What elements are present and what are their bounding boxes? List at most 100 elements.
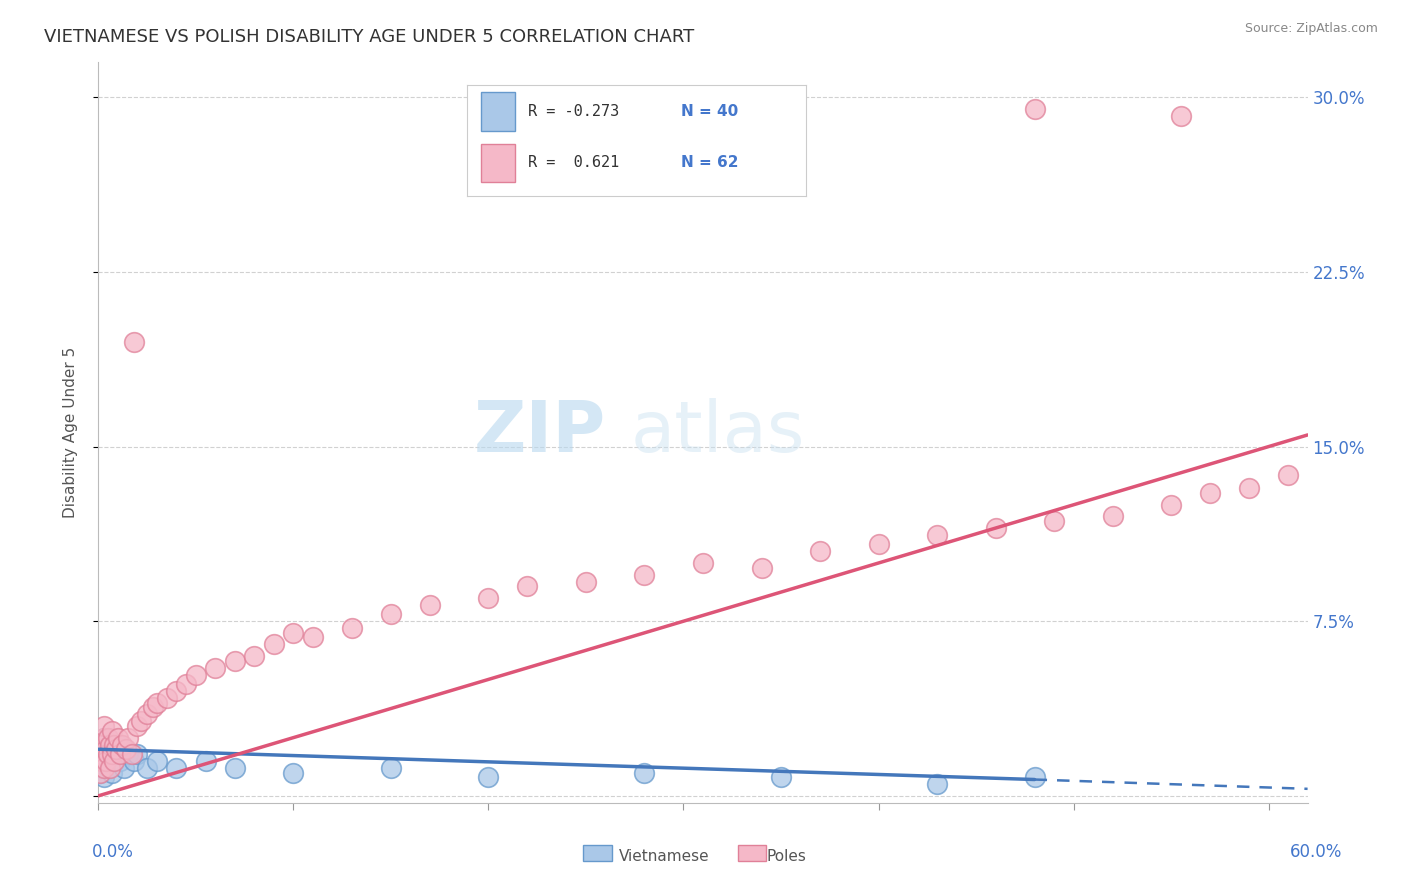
Point (1277, 467, 1299, 482)
Point (101, 747, 124, 761)
Text: 0.0%: 0.0% (91, 843, 134, 861)
Point (89, 742, 111, 756)
Text: VIETNAMESE VS POLISH DISABILITY AGE UNDER 5 CORRELATION CHART: VIETNAMESE VS POLISH DISABILITY AGE UNDE… (44, 28, 695, 45)
Point (380, 607, 402, 622)
Point (91, 761, 114, 775)
Point (165, 761, 187, 775)
Point (97, 761, 120, 775)
Point (103, 754, 125, 768)
Point (575, 574, 598, 589)
Point (136, 761, 159, 775)
Point (93, 761, 115, 775)
Point (93, 742, 115, 756)
Point (1101, 509, 1123, 524)
Point (108, 754, 131, 768)
Point (96, 735, 118, 749)
Text: 60.0%: 60.0% (1291, 843, 1343, 861)
Point (98, 754, 121, 768)
Point (93, 719, 115, 733)
Point (91, 747, 114, 761)
Point (93, 731, 115, 745)
Point (111, 738, 134, 752)
Point (121, 747, 143, 761)
Point (89, 754, 111, 768)
Point (89, 765, 111, 780)
Point (97, 731, 120, 745)
Point (101, 738, 124, 752)
Point (925, 777, 948, 791)
Point (103, 754, 125, 768)
Point (104, 747, 127, 761)
Point (184, 667, 207, 681)
Point (146, 696, 169, 710)
Point (165, 684, 187, 698)
Point (925, 528, 948, 542)
Point (97, 731, 120, 745)
Point (263, 638, 285, 652)
Point (1170, 109, 1192, 123)
Point (1024, 770, 1046, 784)
Point (104, 742, 127, 756)
Point (156, 691, 179, 706)
Point (122, 334, 145, 349)
Point (283, 625, 305, 640)
Point (136, 707, 159, 722)
Point (751, 560, 773, 574)
Point (380, 761, 402, 775)
Point (97, 747, 120, 761)
Text: ZIP: ZIP (474, 398, 606, 467)
Point (96, 754, 118, 768)
Point (117, 747, 139, 761)
Point (340, 621, 363, 635)
Point (868, 537, 890, 551)
Point (516, 579, 538, 593)
Point (633, 567, 655, 582)
Text: Vietnamese: Vietnamese (619, 849, 709, 864)
Point (131, 714, 153, 729)
Point (142, 700, 165, 714)
Point (98, 747, 121, 761)
Point (204, 661, 226, 675)
Point (302, 631, 325, 645)
Text: Source: ZipAtlas.com: Source: ZipAtlas.com (1244, 22, 1378, 36)
Point (224, 761, 246, 775)
Text: Poles: Poles (766, 849, 806, 864)
Point (93, 731, 115, 745)
Point (633, 765, 655, 780)
Point (114, 742, 136, 756)
Point (419, 598, 441, 612)
Point (91, 738, 114, 752)
Point (174, 677, 197, 691)
Y-axis label: Disability Age Under 5: Disability Age Under 5 (63, 347, 77, 518)
Point (101, 765, 124, 780)
Point (224, 654, 246, 668)
Point (108, 747, 131, 761)
Point (692, 556, 714, 570)
Point (117, 731, 139, 745)
Point (127, 719, 149, 733)
Point (91, 747, 114, 761)
Point (98, 761, 121, 775)
Point (96, 754, 118, 768)
Point (1237, 482, 1260, 496)
Point (808, 544, 831, 558)
Point (1043, 514, 1066, 528)
Point (96, 747, 118, 761)
Point (103, 742, 125, 756)
Point (107, 731, 129, 745)
Point (97, 742, 120, 756)
Point (477, 770, 499, 784)
Point (107, 738, 129, 752)
Point (103, 738, 125, 752)
Text: atlas: atlas (630, 398, 804, 467)
Point (194, 754, 217, 768)
Point (1024, 102, 1046, 116)
Point (283, 765, 305, 780)
Point (101, 723, 124, 738)
Point (96, 742, 118, 756)
Point (243, 649, 266, 664)
Point (112, 761, 135, 775)
Point (477, 591, 499, 605)
Point (89, 765, 111, 780)
Point (122, 754, 145, 768)
